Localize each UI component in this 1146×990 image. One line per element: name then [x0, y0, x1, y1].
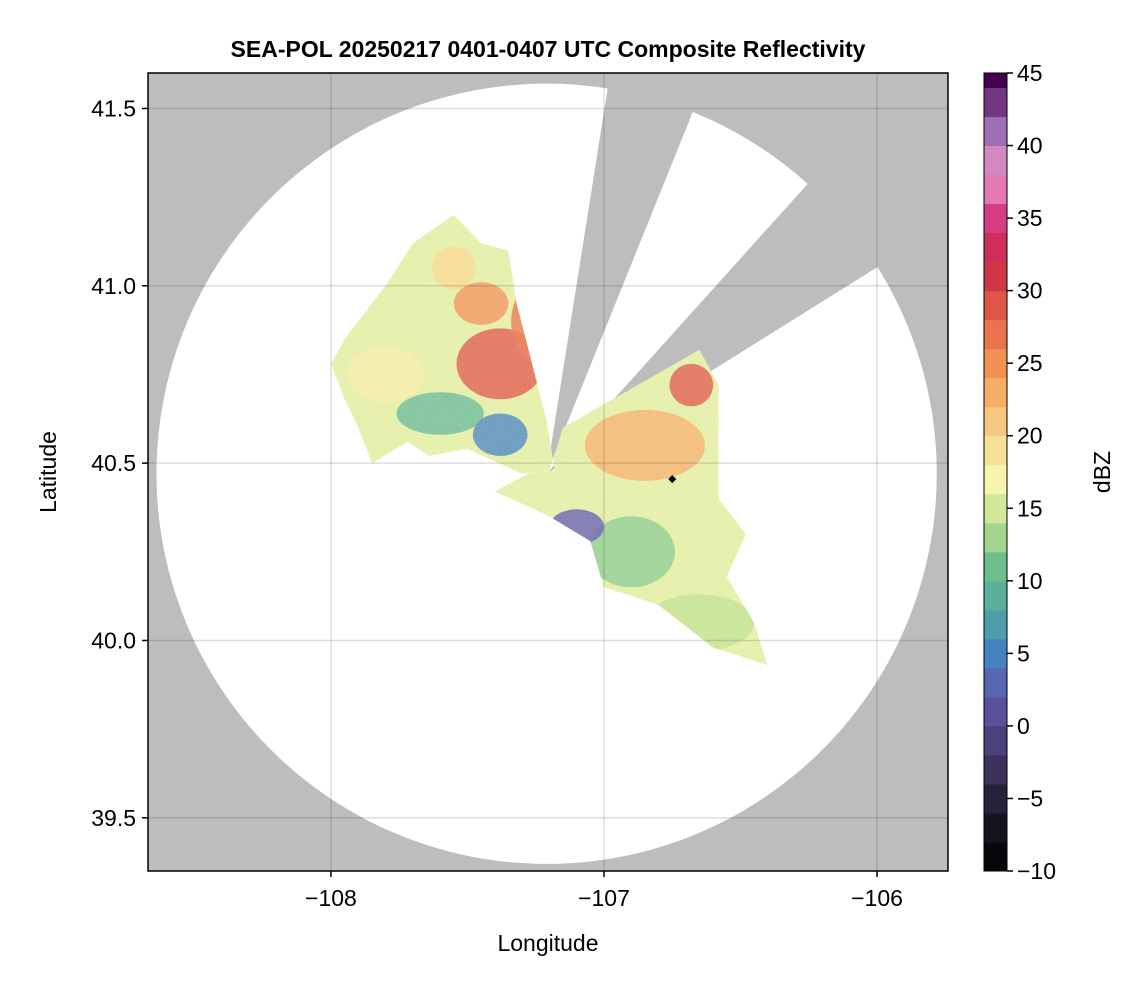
y-tick-label: 39.5: [91, 805, 136, 831]
colorbar-segment: [984, 87, 1007, 118]
y-tick-label: 40.5: [91, 450, 136, 476]
colorbar-tick-label: 45: [1017, 60, 1043, 86]
colorbar-tick-label: 0: [1017, 713, 1030, 739]
colorbar-tick-label: 40: [1017, 133, 1043, 159]
colorbar-segment: [984, 232, 1007, 263]
x-tick-label: −106: [851, 885, 903, 911]
colorbar-ticks: −10 −5 0 5 10 15 20 25 30 35 40 45: [1007, 60, 1056, 884]
colorbar-segment: [984, 522, 1007, 553]
y-tick-label: 40.0: [91, 627, 136, 653]
colorbar-tick-label: 15: [1017, 495, 1043, 521]
colorbar-segment: [984, 812, 1007, 843]
y-axis-label: Latitude: [35, 431, 61, 513]
colorbar-segment: [984, 841, 1007, 872]
colorbar-segment: [984, 261, 1007, 292]
colorbar-segment: [984, 435, 1007, 466]
colorbar-segment: [984, 290, 1007, 321]
x-axis-ticks: −108 −107 −106: [305, 871, 903, 911]
chart-title: SEA-POL 20250217 0401-0407 UTC Composite…: [231, 36, 866, 62]
colorbar-segment: [984, 725, 1007, 756]
colorbar-segment: [984, 580, 1007, 611]
colorbar-tick-label: 30: [1017, 278, 1043, 304]
colorbar-tick-label: 5: [1017, 640, 1030, 666]
y-tick-label: 41.0: [91, 273, 136, 299]
colorbar-segment: [984, 116, 1007, 147]
colorbar-segment: [984, 145, 1007, 176]
plot-area: [148, 73, 948, 871]
colorbar-segment: [984, 754, 1007, 785]
colorbar-tick-label: 10: [1017, 568, 1043, 594]
colorbar-label: dBZ: [1089, 451, 1115, 493]
colorbar-segment: [984, 696, 1007, 727]
colorbar-tick-label: −5: [1017, 785, 1043, 811]
x-tick-label: −107: [578, 885, 630, 911]
colorbar-segment: [984, 638, 1007, 669]
colorbar-segment: [984, 377, 1007, 408]
colorbar-tick-label: 35: [1017, 205, 1043, 231]
colorbar-tick-label: −10: [1017, 858, 1056, 884]
colorbar: [983, 72, 1008, 872]
colorbar-segment: [984, 783, 1007, 814]
colorbar-segment: [984, 493, 1007, 524]
colorbar-segment: [984, 319, 1007, 350]
y-axis-ticks: 39.5 40.0 40.5 41.0 41.5: [91, 95, 148, 831]
colorbar-segment: [984, 348, 1007, 379]
y-tick-label: 41.5: [91, 95, 136, 121]
colorbar-segment: [984, 203, 1007, 234]
colorbar-segment: [984, 406, 1007, 437]
colorbar-segment: [984, 551, 1007, 582]
site-marker: [668, 475, 677, 484]
colorbar-tick-label: 20: [1017, 423, 1043, 449]
plot-frame: [147, 72, 949, 872]
colorbar-segment: [984, 174, 1007, 205]
grid-lines: [148, 73, 948, 871]
colorbar-segment: [984, 73, 1007, 89]
x-tick-label: −108: [305, 885, 357, 911]
x-axis-label: Longitude: [497, 930, 598, 956]
colorbar-tick-label: 25: [1017, 350, 1043, 376]
colorbar-segment: [984, 667, 1007, 698]
colorbar-segment: [984, 464, 1007, 495]
colorbar-segment: [984, 609, 1007, 640]
colorbar-frame: [983, 72, 1008, 872]
